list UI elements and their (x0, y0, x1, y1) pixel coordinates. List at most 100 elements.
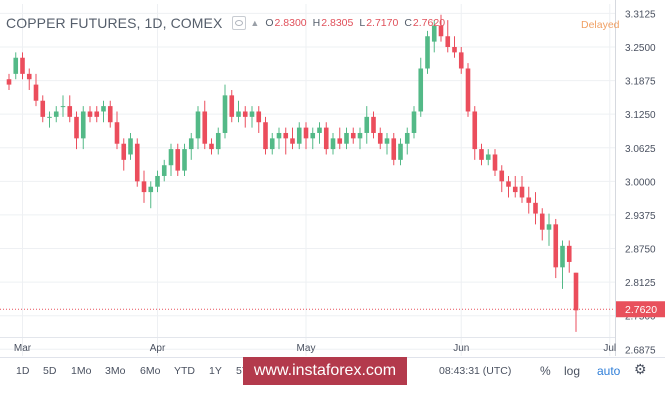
price-tick-label: 2.8125 (625, 278, 656, 289)
log-toggle[interactable]: log (564, 364, 581, 378)
price-tick-label: 2.9375 (625, 211, 656, 222)
price-tick-label: 3.0625 (625, 144, 656, 155)
candle-body (465, 68, 471, 112)
candle-body (242, 111, 248, 117)
candle-body (202, 111, 208, 144)
candle-body (20, 57, 25, 74)
candle-body (256, 111, 262, 123)
last-price-marker: 2.7620 (0, 301, 665, 318)
candle-body (418, 68, 424, 112)
auto-toggle[interactable]: auto (597, 364, 621, 378)
time-tick-label: Jul (603, 343, 616, 354)
candle-body (431, 25, 437, 42)
candle-body (452, 46, 457, 53)
candle-body (263, 122, 268, 150)
candle-body (323, 127, 329, 150)
time-tick-label: Mar (14, 343, 32, 354)
candle-body (296, 127, 302, 144)
candle-body (53, 111, 59, 117)
candle-body (546, 224, 552, 230)
candle-body (74, 116, 79, 139)
candle-body (155, 175, 160, 187)
candle-body (398, 143, 403, 160)
price-tick-label: 3.1250 (625, 110, 656, 121)
timeframe-1y-button[interactable]: 1Y (209, 365, 222, 377)
candle-body (13, 57, 19, 74)
candle-body (438, 25, 444, 37)
candle-body (47, 116, 52, 118)
candle-body (472, 111, 478, 150)
timeframe-ytd-button[interactable]: YTD (174, 365, 195, 377)
candle-body (364, 116, 370, 133)
candle-body (249, 111, 255, 117)
candle-body (512, 186, 518, 193)
candle-body (195, 111, 201, 139)
candle-body (519, 186, 525, 198)
candle-body (553, 224, 559, 268)
price-tick-label: 3.1875 (625, 77, 656, 88)
timeframe-3mo-button[interactable]: 3Mo (105, 365, 126, 377)
candle-body (411, 111, 417, 133)
candle-body (87, 111, 93, 117)
ohlc-values: O2.8300 H2.8305 L2.7170 C2.7620 (265, 17, 445, 29)
candle-body (377, 132, 383, 144)
candle-body (94, 111, 100, 117)
candle-body (310, 132, 316, 139)
time-axis: Mar Apr May Jun Jul (0, 337, 616, 354)
candle-body (114, 122, 120, 144)
candle-body (330, 138, 336, 150)
ohlc-low-value: 2.7170 (366, 17, 399, 29)
last-price-label: 2.7620 (625, 304, 657, 316)
price-tick-label: 3.2500 (625, 43, 656, 54)
candle-body (67, 106, 73, 117)
candle-body (290, 138, 295, 144)
eye-icon[interactable] (232, 16, 247, 30)
ohlc-high-value: 2.8305 (321, 17, 354, 29)
price-tick-label: 3.0000 (625, 177, 656, 188)
timeframe-6mo-button[interactable]: 6Mo (140, 365, 161, 377)
candle-body (526, 197, 532, 203)
chevron-down-icon[interactable]: ▲ (250, 18, 260, 28)
candle-body (269, 138, 275, 150)
timeframe-1mo-button[interactable]: 1Mo (71, 365, 92, 377)
candle-body (506, 181, 511, 187)
candle-body (175, 149, 181, 171)
candle-body (141, 181, 147, 193)
symbol-title: COPPER FUTURES, 1D, COMEX (6, 15, 223, 31)
candle-body (60, 106, 66, 108)
timeframe-5d-button[interactable]: 5D (43, 365, 57, 377)
last-price-tag (616, 301, 665, 318)
ohlc-high-label: H (312, 17, 321, 29)
candle-body (344, 132, 349, 144)
price-tick-label: 2.8750 (625, 245, 656, 256)
candle-body (479, 149, 484, 160)
candle-body (357, 132, 363, 139)
time-tick-label: May (297, 343, 316, 354)
percent-toggle[interactable]: % (540, 364, 551, 378)
candle-body (303, 127, 309, 139)
candle-body (40, 100, 46, 117)
candle-body (229, 95, 235, 117)
candle-body (371, 116, 376, 133)
candle-body (107, 106, 113, 123)
ohlc-open-label: O (265, 17, 274, 29)
candle-body (236, 111, 241, 117)
candle-body (337, 138, 343, 144)
candle-body (168, 149, 174, 166)
ohlc-close-label: C (404, 17, 412, 29)
candle-body (560, 245, 565, 268)
candle-body (499, 170, 505, 182)
timeframe-1d-button[interactable]: 1D (16, 365, 30, 377)
candle-body (161, 165, 167, 176)
bottom-strip (0, 385, 665, 414)
ohlc-open-value: 2.8300 (274, 17, 307, 29)
ohlc-low-label: L (359, 17, 366, 29)
candle-body (350, 132, 356, 139)
candle-body (188, 138, 194, 150)
candle-body (458, 52, 464, 69)
candle-body (128, 138, 133, 155)
candle-body (6, 79, 12, 85)
candle-body (404, 132, 410, 144)
gear-icon[interactable]: ⚙ (634, 361, 647, 377)
